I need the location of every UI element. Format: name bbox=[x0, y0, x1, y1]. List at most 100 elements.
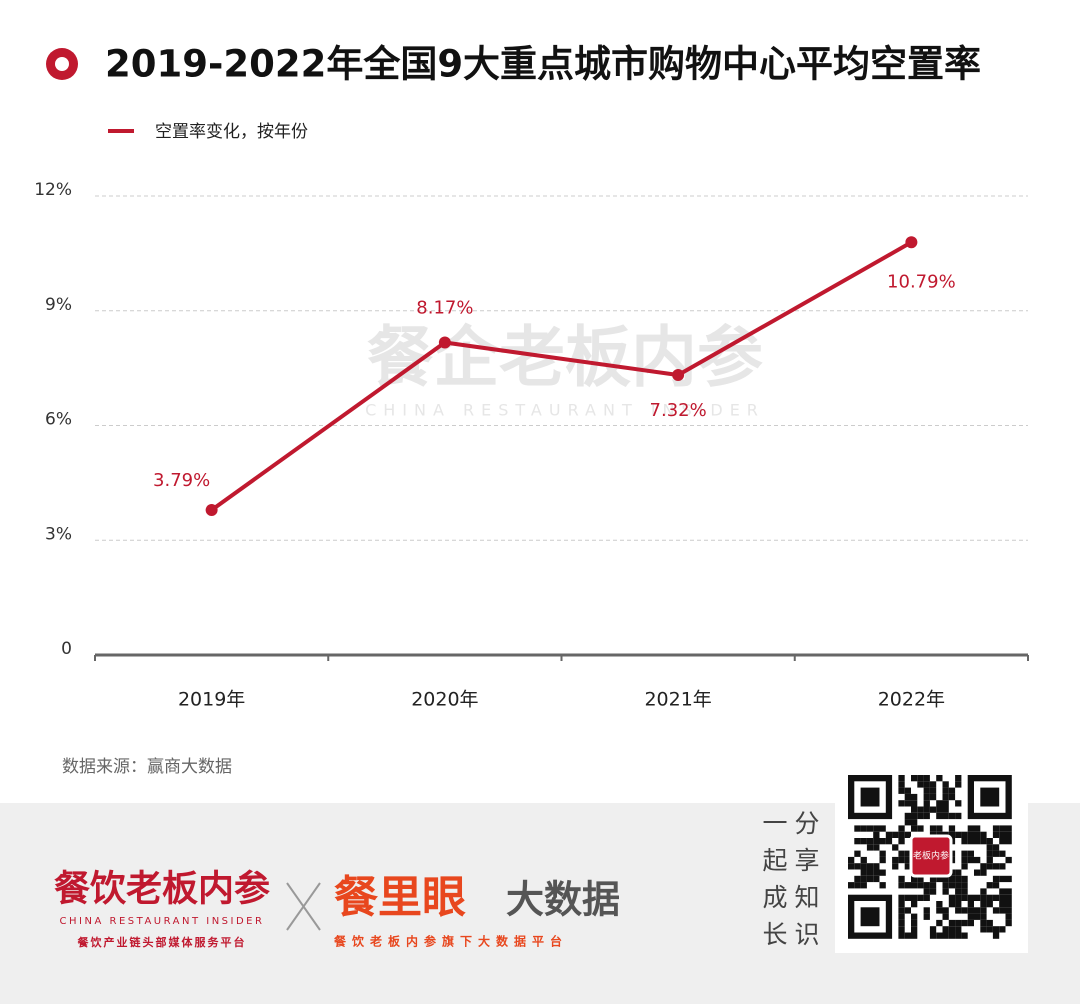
qr-cell bbox=[860, 825, 867, 832]
qr-cell bbox=[961, 863, 968, 870]
qr-cell bbox=[986, 863, 993, 870]
qr-cell bbox=[980, 901, 987, 908]
qr-cell bbox=[942, 888, 949, 895]
qr-cell bbox=[999, 825, 1006, 832]
qr-cell bbox=[898, 787, 905, 794]
qr-cell bbox=[898, 882, 905, 889]
qr-cell bbox=[866, 825, 874, 832]
qr-cell bbox=[955, 888, 962, 895]
qr-cell bbox=[911, 806, 918, 813]
y-tick-label: 3% bbox=[45, 524, 72, 544]
qr-cell bbox=[992, 825, 1000, 832]
qr-cell bbox=[961, 875, 968, 883]
qr-cell bbox=[999, 894, 1006, 901]
brand2-name: 餐里眼 bbox=[334, 872, 466, 923]
y-tick-label: 0 bbox=[61, 639, 72, 659]
x-tick-label: 2021年 bbox=[644, 689, 711, 711]
qr-cell bbox=[879, 882, 886, 889]
qr-cell bbox=[917, 875, 924, 883]
qr-cell bbox=[911, 875, 918, 883]
qr-cell bbox=[942, 781, 949, 788]
y-tick-label: 9% bbox=[45, 295, 72, 315]
qr-cell bbox=[967, 894, 974, 901]
qr-cell bbox=[923, 793, 930, 801]
qr-cell bbox=[1005, 913, 1012, 920]
qr-cell bbox=[923, 781, 930, 788]
qr-cell bbox=[936, 800, 943, 807]
qr-cell bbox=[860, 882, 867, 889]
qr-cell bbox=[904, 787, 911, 794]
share-char: 识 bbox=[794, 920, 819, 949]
qr-cell bbox=[967, 825, 974, 832]
qr-cell bbox=[942, 926, 949, 933]
qr-cell bbox=[992, 844, 1000, 851]
qr-cell bbox=[980, 913, 987, 920]
qr-cell bbox=[986, 882, 993, 889]
point bbox=[905, 236, 918, 249]
qr-cell bbox=[923, 800, 930, 807]
qr-cell bbox=[898, 907, 905, 914]
qr-cell bbox=[992, 882, 1000, 889]
qr-cell bbox=[936, 775, 943, 782]
share-char: 成 bbox=[762, 883, 787, 912]
qr-badge-text: 老板内参 bbox=[913, 850, 949, 862]
qr-cell bbox=[879, 825, 886, 832]
qr-cell bbox=[942, 882, 949, 889]
qr-cell bbox=[974, 825, 981, 832]
qr-cell bbox=[866, 863, 874, 870]
qr-cell bbox=[955, 875, 962, 883]
qr-cell bbox=[873, 831, 880, 838]
qr-cell bbox=[904, 894, 911, 901]
qr-cell bbox=[936, 806, 943, 813]
qr-cell bbox=[999, 907, 1006, 914]
qr-cell bbox=[898, 856, 905, 864]
qr-cell bbox=[929, 875, 937, 883]
legend-label: 空置率变化，按年份 bbox=[155, 122, 308, 142]
title-icon-inner bbox=[55, 57, 69, 71]
qr-cell bbox=[992, 926, 1000, 933]
qr-cell bbox=[898, 875, 905, 883]
plot: 0 3% 6% 9% 12% 2019年 2020年 2021年 2022年 3.79% 8.17%… bbox=[34, 180, 1029, 711]
qr-cell bbox=[992, 875, 1000, 883]
qr-cell bbox=[860, 875, 867, 883]
brand1-name: 餐饮老板内参 bbox=[54, 868, 270, 908]
qr-cell bbox=[980, 919, 987, 927]
qr-cell bbox=[955, 775, 962, 782]
qr-cell bbox=[986, 850, 993, 857]
qr-cell bbox=[936, 875, 943, 883]
qr-cell bbox=[860, 856, 867, 864]
qr-cell bbox=[986, 901, 993, 908]
qr-cell bbox=[898, 894, 905, 901]
qr-cell bbox=[860, 863, 867, 870]
qr-cell bbox=[942, 907, 949, 914]
y-tick-label: 6% bbox=[45, 410, 72, 430]
qr-cell bbox=[911, 919, 918, 927]
qr-cell bbox=[967, 901, 974, 908]
qr-cell bbox=[917, 825, 924, 832]
data-label: 10.79% bbox=[887, 271, 956, 292]
qr-cell bbox=[898, 926, 905, 933]
x-tick-label: 2020年 bbox=[411, 689, 478, 711]
qr-cell bbox=[873, 825, 880, 832]
qr-cell bbox=[967, 850, 974, 857]
qr-cell bbox=[955, 894, 962, 901]
qr-cell bbox=[904, 932, 911, 939]
qr-cell bbox=[929, 781, 937, 788]
qr-cell bbox=[879, 850, 886, 857]
qr-cell bbox=[854, 863, 861, 870]
data-label: 3.79% bbox=[153, 470, 210, 491]
qr-cell bbox=[961, 882, 968, 889]
qr-cell bbox=[917, 812, 924, 820]
qr-cell bbox=[879, 856, 886, 864]
qr-cell bbox=[904, 863, 911, 870]
qr-cell bbox=[866, 838, 874, 845]
qr-cell bbox=[848, 863, 855, 870]
qr-cell bbox=[955, 919, 962, 927]
qr-cell bbox=[999, 831, 1006, 838]
qr-cell bbox=[904, 850, 911, 857]
qr-cell bbox=[873, 844, 880, 851]
qr-cell bbox=[948, 894, 956, 901]
